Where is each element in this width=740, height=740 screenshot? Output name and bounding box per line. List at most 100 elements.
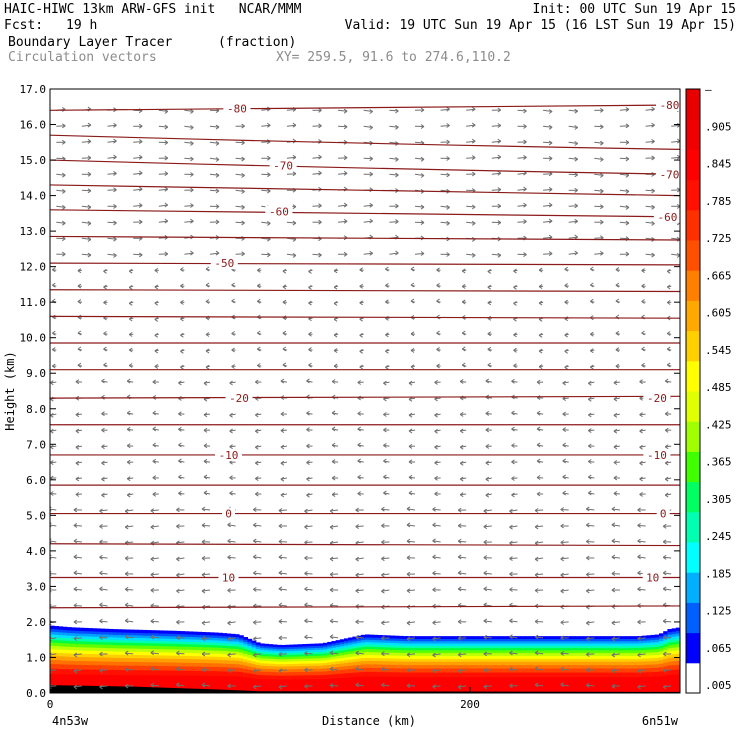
vector-arrowhead [562,490,566,496]
tracer-cell [302,648,307,652]
tracer-cell [604,641,610,645]
tracer-cell [318,649,324,653]
tracer-cell [528,639,534,642]
tracer-cell [180,662,185,667]
tracer-cell [591,658,597,663]
vector-arrowhead [50,428,54,434]
tracer-cell [545,645,551,649]
tracer-cell [596,653,601,657]
vector-arrowhead [124,634,129,640]
vector-arrow [176,668,185,671]
tracer-cell [365,639,370,643]
vector-arrow [543,204,553,207]
tracer-cell [79,653,85,658]
tracer-cell [293,658,299,663]
vector-arrowhead [637,684,641,690]
tracer-cell [134,642,139,647]
tracer-cell [587,672,593,678]
tracer-cell [411,650,416,654]
tracer-cell [419,641,425,645]
vector-arrow [406,589,416,592]
tracer-cell [415,656,421,660]
tracer-cell [659,671,664,677]
tracer-cell [213,666,219,672]
vector-arrowhead [329,524,334,530]
vector-arrowhead [637,668,641,674]
vector-arrow [619,173,629,176]
tracer-cell [331,654,337,658]
tracer-cell [625,650,631,654]
valid-time: Valid: 19 UTC Sun 19 Apr 15 (16 LST Sun … [344,18,736,33]
tracer-cell [58,649,64,654]
vector-arrow [158,220,168,223]
vector-arrowhead [73,684,78,690]
vector-arrow [586,508,595,511]
tracer-cell [318,675,324,680]
tracer-cell [234,654,240,659]
tracer-cell [621,665,626,670]
vector-arrowhead [178,411,182,417]
tracer-cell [281,666,286,671]
tracer-cell [96,644,101,649]
tracer-cell [495,677,500,693]
vector-arrow [278,653,287,655]
vector-arrow [568,157,578,160]
tracer-cell [541,641,547,645]
tracer-cell [419,668,425,674]
tracer-cell [293,654,299,658]
tracer-cell [617,650,622,654]
tracer-cell [108,644,114,649]
vector-arrowhead [369,171,373,177]
vector-arrow [286,124,296,127]
vector-arrowhead [487,300,492,306]
tracer-cell [255,674,261,680]
tracer-cell [293,663,299,667]
tracer-cell [209,640,215,644]
tracer-cell [608,639,614,642]
vector-arrow [440,205,450,208]
tracer-cell [285,669,290,673]
tracer-cell [520,653,526,657]
tracer-cell [566,648,572,651]
vector-arrowhead [625,251,630,257]
vector-arrowhead [385,299,389,305]
tracer-cell [512,641,517,645]
tracer-cell [503,672,509,678]
tracer-cell [545,639,551,642]
tracer-cell [558,645,563,649]
tracer-cell [617,645,622,649]
tracer-cell [491,650,496,654]
tracer-cell [633,641,639,645]
tracer-cell [54,674,59,693]
vector-arrow [663,556,672,559]
tracer-cell [155,638,160,642]
tracer-cell [386,676,391,693]
contour-line [50,315,680,319]
tracer-cell [407,650,412,654]
tracer-cell [58,664,64,670]
tracer-cell [407,645,412,649]
tracer-cell [50,629,55,633]
tracer-cell [222,633,227,637]
tracer-cell [596,677,601,693]
tracer-cell [180,646,185,651]
vector-arrowhead [176,635,180,641]
vector-arrowhead [124,650,129,656]
tracer-cell [558,658,563,663]
tracer-cell [192,656,198,660]
tracer-cell [411,645,416,649]
tracer-cell [612,661,618,666]
vector-arrow [619,189,629,192]
vector-arrowhead [383,458,387,464]
vector-arrow [73,572,82,575]
tracer-cell [79,644,85,648]
tracer-cell [520,656,526,660]
x-axis: 0 200 [47,687,480,711]
vector-arrowhead [253,636,257,642]
tracer-cell [66,627,72,631]
tracer-cell [272,659,278,663]
tracer-cell [331,661,337,666]
tracer-cell [579,650,584,654]
vector-arrowhead [329,556,334,562]
vector-arrowhead [190,172,194,177]
